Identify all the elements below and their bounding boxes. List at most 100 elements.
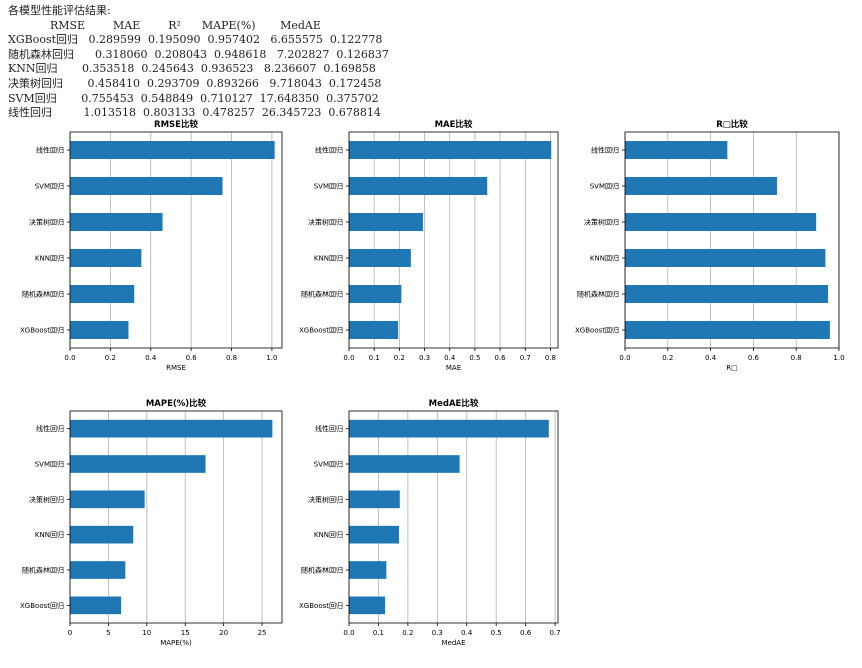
category-label: SVM回归 <box>35 182 64 191</box>
x-tick-label: 0.0 <box>343 354 354 362</box>
x-tick-label: 1.0 <box>266 354 277 362</box>
x-tick-label: 0.6 <box>186 354 198 362</box>
x-tick-label: 0.3 <box>419 354 430 362</box>
x-tick-label: 0.4 <box>461 629 473 637</box>
bar <box>70 490 145 509</box>
bar <box>625 177 777 195</box>
category-label: SVM回归 <box>314 460 343 469</box>
category-label: KNN回归 <box>590 254 619 263</box>
bar <box>349 419 549 438</box>
x-tick-label: 0.0 <box>619 354 630 362</box>
plot-frame <box>69 131 283 349</box>
category-label: XGBoost回归 <box>299 326 343 335</box>
bar <box>70 249 142 267</box>
x-tick-label: 0 <box>68 629 72 637</box>
category-label: 随机森林回归 <box>22 566 64 575</box>
x-tick-label: 0.6 <box>748 354 760 362</box>
bar <box>349 141 552 159</box>
x-tick-label: 20 <box>219 629 228 637</box>
plot-frame <box>69 410 283 624</box>
category-label: 决策树回归 <box>308 218 343 227</box>
x-tick-label: 15 <box>181 629 190 637</box>
x-tick-label: 25 <box>258 629 267 637</box>
category-label: 随机森林回归 <box>301 290 343 299</box>
bar <box>70 177 223 195</box>
category-label: XGBoost回归 <box>575 326 619 335</box>
x-tick-label: 0.4 <box>145 354 157 362</box>
plot-frame <box>624 131 840 349</box>
bar <box>349 249 411 267</box>
bar <box>70 285 135 303</box>
results-heading: 各模型性能评估结果: <box>8 4 111 17</box>
x-tick-label: 0.2 <box>662 354 673 362</box>
chart-title: RMSE比较 <box>154 119 198 130</box>
bar <box>625 321 830 339</box>
x-tick-label: 0.0 <box>64 354 75 362</box>
results-row: XGBoost回归 0.289599 0.195090 0.957402 6.6… <box>8 33 383 47</box>
bar <box>625 285 829 303</box>
results-row: 随机森林回归 0.318060 0.208043 0.948618 7.2028… <box>8 47 389 61</box>
category-label: 线性回归 <box>315 424 343 433</box>
results-row: KNN回归 0.353518 0.245643 0.936523 8.23660… <box>8 62 376 76</box>
bar <box>349 285 402 303</box>
category-label: KNN回归 <box>35 254 64 263</box>
results-row: SVM回归 0.755453 0.548849 0.710127 17.6483… <box>8 91 379 105</box>
category-label: XGBoost回归 <box>20 601 64 610</box>
category-label: 决策树回归 <box>584 218 619 227</box>
category-label: XGBoost回归 <box>299 601 343 610</box>
mae-chart: MAE比较 0.0 0.1 0.2 0.3 0.4 0.5 0.6 0.7 0.8 线性回归 SVM回… <box>299 119 559 372</box>
bar <box>70 419 273 438</box>
x-tick-label: 0.1 <box>369 354 380 362</box>
category-label: SVM回归 <box>590 182 619 191</box>
x-tick-label: 0.6 <box>495 354 507 362</box>
category-label: SVM回归 <box>314 182 343 191</box>
category-label: 随机森林回归 <box>22 290 64 299</box>
bar <box>349 321 399 339</box>
x-tick-label: 0.8 <box>545 354 556 362</box>
x-tick-label: 0.6 <box>520 629 532 637</box>
x-axis-label: R□ <box>726 364 737 372</box>
category-label: KNN回归 <box>35 530 64 539</box>
plot-frame <box>348 410 559 624</box>
bar <box>349 177 488 195</box>
bar <box>349 455 460 473</box>
x-tick-label: 0.8 <box>791 354 802 362</box>
medae-chart: MedAE比较 0.0 0.1 0.2 0.3 0.4 0.5 0.6 0.7 线性回归 SVM回归… <box>299 398 561 647</box>
x-axis-label: MAE <box>446 364 461 372</box>
results-row: 线性回归 1.013518 0.803133 0.478257 26.34572… <box>8 106 381 120</box>
x-tick-label: 1.0 <box>833 354 844 362</box>
bar <box>70 141 275 159</box>
category-label: KNN回归 <box>314 530 343 539</box>
bar <box>625 249 826 267</box>
bar <box>70 455 206 473</box>
chart-title: R□比较 <box>716 119 748 130</box>
bar <box>349 525 400 544</box>
bar <box>625 213 817 231</box>
category-label: 随机森林回归 <box>301 566 343 575</box>
bar <box>70 596 122 615</box>
bar <box>349 490 400 509</box>
category-label: 决策树回归 <box>29 495 64 504</box>
x-tick-label: 0.0 <box>343 629 354 637</box>
category-label: KNN回归 <box>314 254 343 263</box>
bar <box>70 561 126 579</box>
x-axis-label: MAPE(%) <box>160 639 192 647</box>
bar <box>349 596 386 615</box>
x-tick-label: 0.2 <box>402 629 413 637</box>
bar <box>625 141 728 159</box>
category-label: 线性回归 <box>36 146 64 155</box>
x-tick-label: 0.2 <box>394 354 405 362</box>
category-label: 随机森林回归 <box>577 290 619 299</box>
chart-title: MAE比较 <box>435 119 473 130</box>
x-tick-label: 5 <box>106 629 110 637</box>
x-tick-label: 0.7 <box>520 354 531 362</box>
x-tick-label: 0.5 <box>491 629 502 637</box>
bar <box>349 213 423 231</box>
x-tick-label: 0.4 <box>705 354 717 362</box>
bar <box>349 561 387 579</box>
results-row: 决策树回归 0.458410 0.293709 0.893266 9.71804… <box>8 76 382 90</box>
category-label: 决策树回归 <box>308 495 343 504</box>
category-label: 线性回归 <box>36 424 64 433</box>
